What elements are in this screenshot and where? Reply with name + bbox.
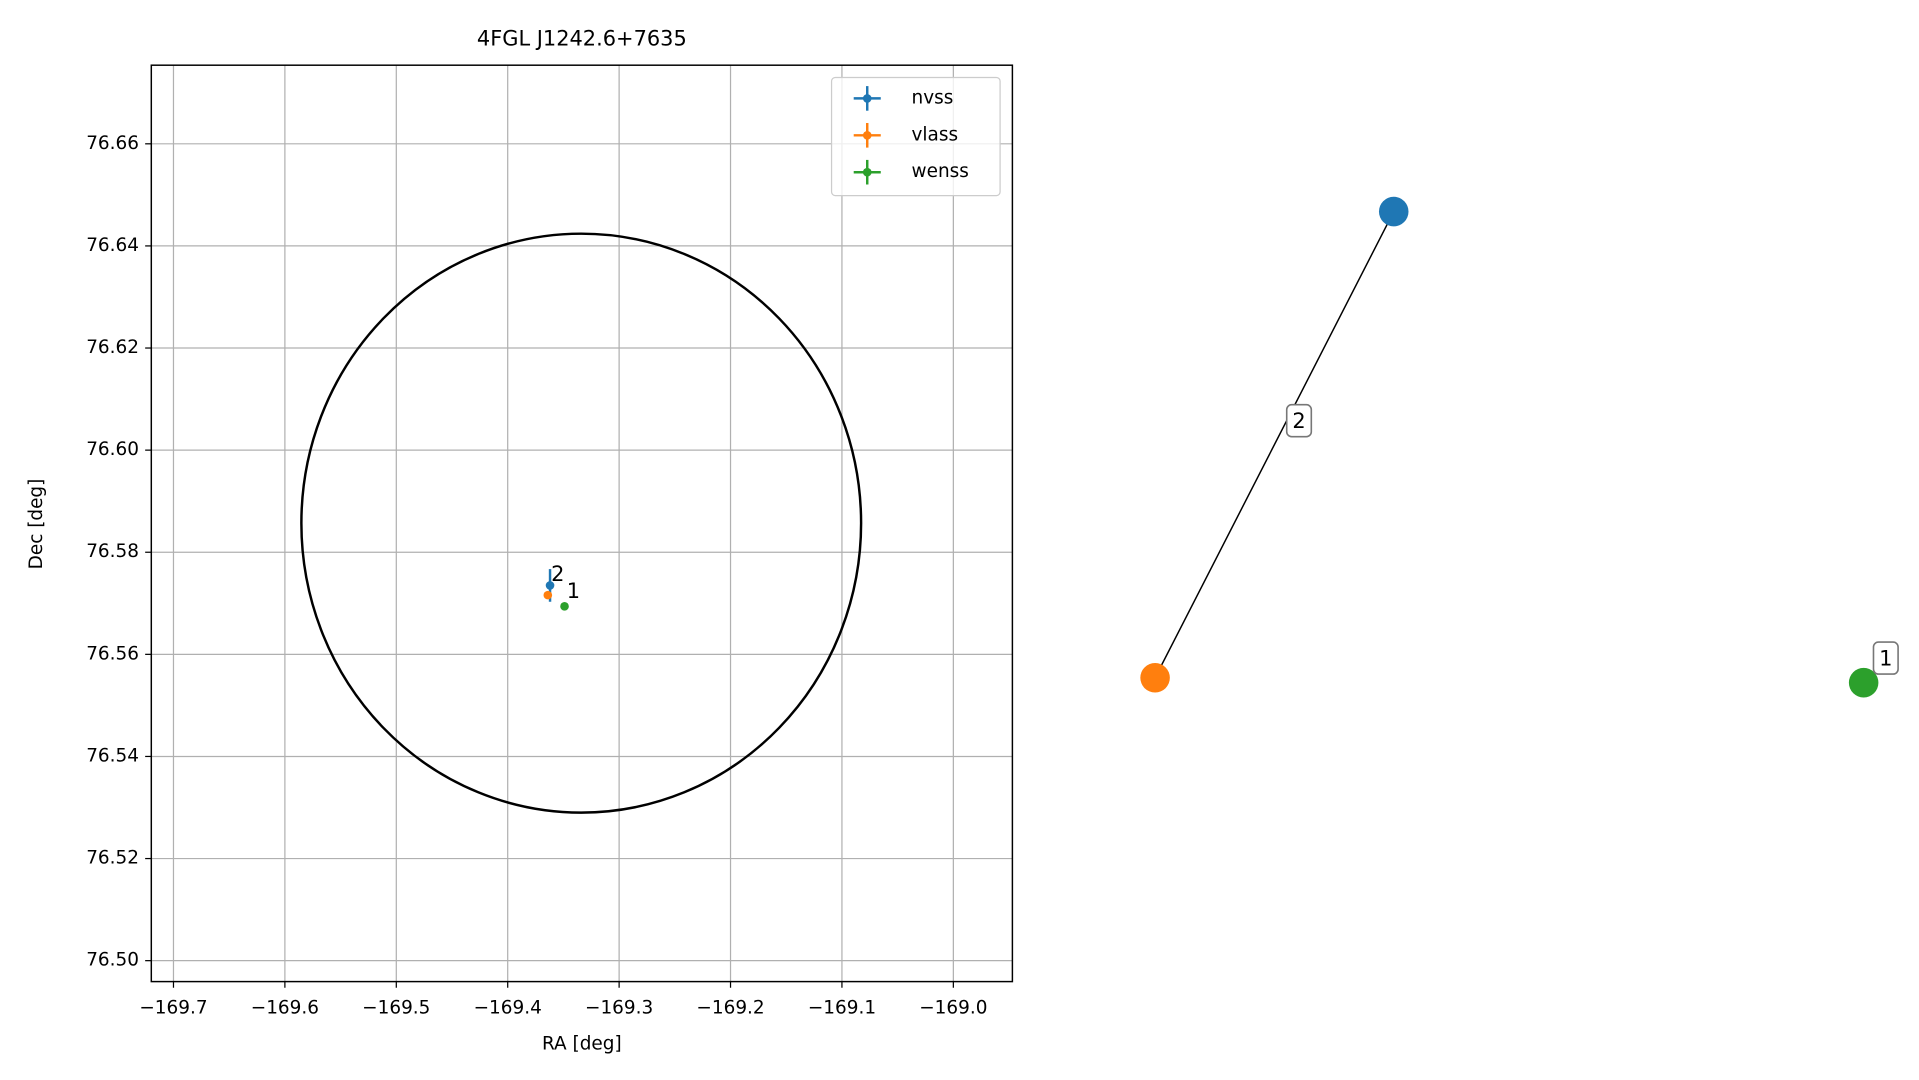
edge-label: 1 xyxy=(1879,646,1892,670)
data-point xyxy=(543,590,553,600)
node xyxy=(1378,196,1409,227)
x-tick-label: −169.7 xyxy=(139,998,207,1019)
edge-label: 2 xyxy=(1292,409,1305,433)
legend-icon xyxy=(862,131,872,140)
legend-label: nvss xyxy=(912,87,954,108)
x-tick-label: −169.2 xyxy=(696,998,764,1019)
y-tick-label: 76.52 xyxy=(86,848,139,869)
x-axis-label: RA [deg] xyxy=(542,1033,622,1054)
plot-frame xyxy=(150,64,1014,983)
legend-label: wenss xyxy=(912,161,969,182)
annotation: 1 xyxy=(567,579,580,603)
y-tick-label: 76.66 xyxy=(86,133,139,154)
x-tick-label: −169.5 xyxy=(362,998,430,1019)
y-tick-label: 76.56 xyxy=(86,643,139,664)
data-point xyxy=(545,581,555,590)
legend-box xyxy=(830,76,1001,197)
x-tick-label: −169.0 xyxy=(919,998,987,1019)
y-tick-label: 76.58 xyxy=(86,541,139,562)
data-point xyxy=(560,602,569,611)
y-axis-label: Dec [deg] xyxy=(26,479,47,570)
legend-label: vlass xyxy=(912,124,959,145)
x-tick-label: −169.4 xyxy=(474,998,542,1019)
x-tick-label: −169.6 xyxy=(251,998,319,1019)
edge-label-box xyxy=(1285,403,1313,438)
legend-icon xyxy=(862,167,872,177)
edge-label-box xyxy=(1872,641,1899,675)
y-tick-label: 76.60 xyxy=(86,439,139,460)
chart-title: 4FGL J1242.6+7635 xyxy=(477,26,687,50)
y-tick-label: 76.64 xyxy=(86,235,139,256)
legend-icon xyxy=(862,94,872,103)
y-tick-label: 76.62 xyxy=(86,337,139,358)
edge xyxy=(1154,211,1395,679)
x-tick-label: −169.3 xyxy=(585,998,653,1019)
node xyxy=(1848,667,1879,698)
y-tick-label: 76.50 xyxy=(86,950,139,971)
y-tick-label: 76.54 xyxy=(86,745,139,766)
x-tick-label: −169.1 xyxy=(808,998,876,1019)
annotation: 2 xyxy=(551,562,564,586)
localization-region xyxy=(300,232,863,814)
node xyxy=(1140,663,1170,693)
